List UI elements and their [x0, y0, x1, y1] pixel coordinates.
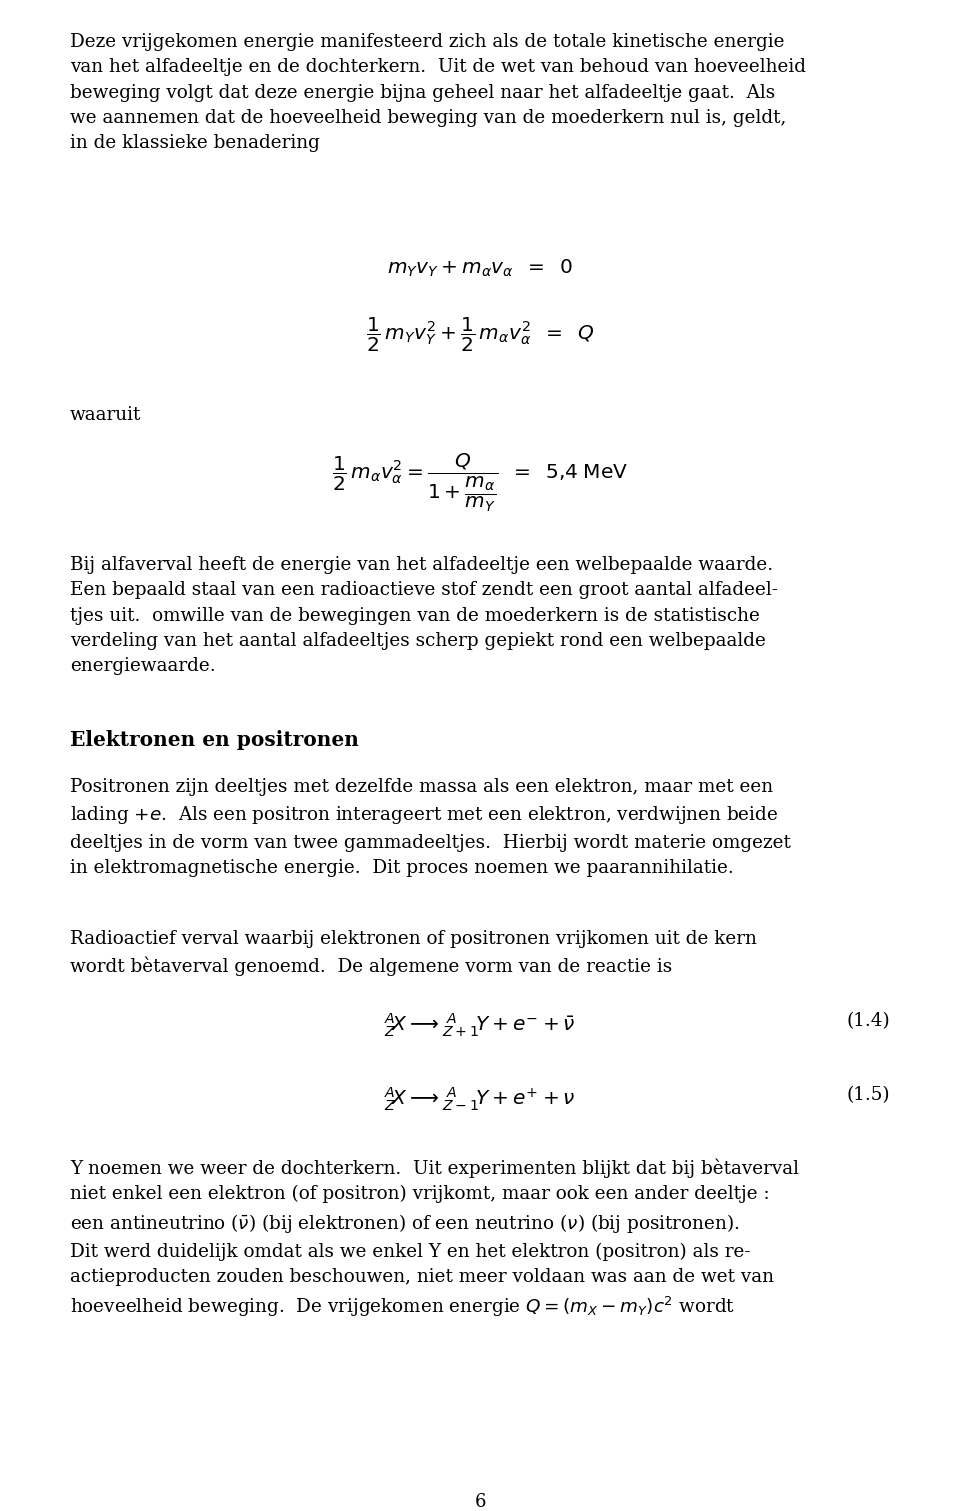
Text: $m_Y v_Y + m_\alpha v_\alpha \;\; = \;\; 0$: $m_Y v_Y + m_\alpha v_\alpha \;\; = \;\;…	[387, 258, 573, 280]
Text: Radioactief verval waarbij elektronen of positronen vrijkomen uit de kern
wordt : Radioactief verval waarbij elektronen of…	[70, 929, 756, 976]
Text: 6: 6	[474, 1493, 486, 1511]
Text: Elektronen en positronen: Elektronen en positronen	[70, 730, 359, 749]
Text: (1.4): (1.4)	[846, 1012, 890, 1031]
Text: Bij alfaverval heeft de energie van het alfadeeltje een welbepaalde waarde.
Een : Bij alfaverval heeft de energie van het …	[70, 556, 778, 675]
Text: Deze vrijgekomen energie manifesteerd zich als de totale kinetische energie
van : Deze vrijgekomen energie manifesteerd zi…	[70, 33, 806, 153]
Text: $\dfrac{1}{2}\,m_\alpha v_\alpha^2 = \dfrac{Q}{1 + \dfrac{m_\alpha}{m_Y}} \;\; =: $\dfrac{1}{2}\,m_\alpha v_\alpha^2 = \df…	[332, 452, 628, 514]
Text: Positronen zijn deeltjes met dezelfde massa als een elektron, maar met een
ladin: Positronen zijn deeltjes met dezelfde ma…	[70, 778, 791, 876]
Text: ${}^{A}_{Z}\!X \longrightarrow {}^{\;A}_{Z-1}\!Y + e^{+} + \nu$: ${}^{A}_{Z}\!X \longrightarrow {}^{\;A}_…	[384, 1086, 576, 1114]
Text: waaruit: waaruit	[70, 406, 141, 425]
Text: Y noemen we weer de dochterkern.  Uit experimenten blijkt dat bij bètaverval
nie: Y noemen we weer de dochterkern. Uit exp…	[70, 1157, 799, 1319]
Text: $\dfrac{1}{2}\,m_Y v_Y^2 + \dfrac{1}{2}\,m_\alpha v_\alpha^2 \;\; = \;\; Q$: $\dfrac{1}{2}\,m_Y v_Y^2 + \dfrac{1}{2}\…	[366, 316, 594, 354]
Text: (1.5): (1.5)	[847, 1086, 890, 1105]
Text: ${}^{A}_{Z}\!X \longrightarrow {}^{\;A}_{Z+1}\!Y + e^{-} + \bar{\nu}$: ${}^{A}_{Z}\!X \longrightarrow {}^{\;A}_…	[384, 1012, 576, 1040]
